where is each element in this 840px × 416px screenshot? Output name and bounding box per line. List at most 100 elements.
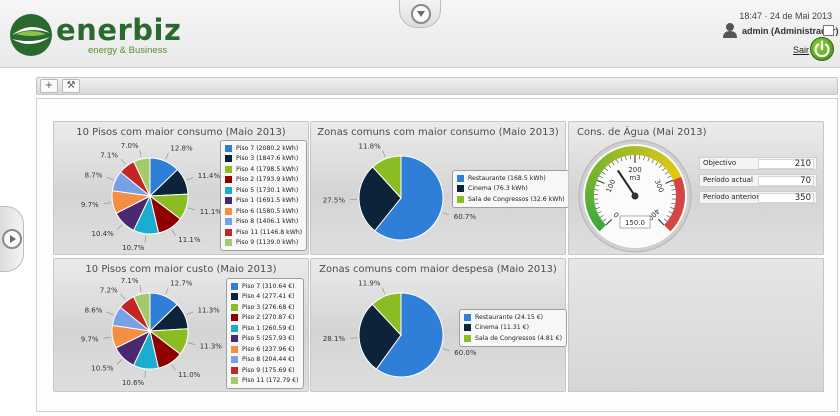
pie-connector	[188, 207, 195, 211]
legend-item[interactable]: Piso 6 (237.96 €)	[231, 344, 299, 355]
gauge-tick	[605, 218, 613, 226]
legend-swatch	[231, 324, 238, 332]
pie-data-label: 10.4%	[92, 230, 115, 238]
gauge-band	[656, 153, 666, 164]
legend-swatch	[225, 228, 232, 236]
legend-item[interactable]: Piso 7 (310.64 €)	[231, 281, 299, 292]
legend-item[interactable]: Piso 3 (1847.6 kWh)	[225, 154, 302, 165]
pie-slice[interactable]	[358, 303, 402, 370]
legend-swatch	[231, 366, 238, 374]
legend-item[interactable]: Cinema (76.3 kWh)	[457, 184, 565, 195]
gauge-band	[646, 148, 654, 159]
pie-slice[interactable]	[358, 166, 402, 232]
gauge-band	[591, 216, 602, 225]
legend-item[interactable]: Piso 2 (1793.9 kWh)	[225, 175, 302, 186]
gauge-tick	[625, 156, 627, 161]
pie-data-label: 7.2%	[100, 287, 118, 295]
tools-button[interactable]: ⚒	[62, 79, 80, 93]
gauge-tick	[647, 157, 650, 162]
gauge-tick	[599, 175, 603, 179]
pie-data-label: 27.5%	[323, 196, 346, 204]
key-icon[interactable]	[823, 25, 834, 36]
legend-swatch	[464, 334, 471, 342]
legend-swatch	[231, 303, 238, 311]
legend-item[interactable]: Piso 3 (276.68 €)	[231, 302, 299, 313]
legend-item[interactable]: Piso 7 (2080.2 kWh)	[225, 143, 302, 154]
pie-connector	[106, 311, 114, 316]
legend-item[interactable]: Piso 1 (260.59 €)	[231, 323, 299, 334]
pie-connector	[171, 229, 176, 236]
pie-slice[interactable]	[374, 155, 444, 241]
legend-item[interactable]: Piso 4 (277.41 €)	[231, 292, 299, 303]
pie-connector	[188, 342, 196, 345]
legend-item[interactable]: Restaurante (24.15 €)	[464, 312, 562, 323]
gauge-band	[671, 172, 682, 181]
gauge-band	[662, 158, 672, 169]
gauge-band	[594, 162, 605, 172]
legend-item[interactable]: Piso 5 (1730.1 kWh)	[225, 185, 302, 196]
legend-item[interactable]: Piso 8 (1406.1 kWh)	[225, 217, 302, 228]
legend-label: Piso 6 (1580.5 kWh)	[236, 207, 299, 215]
pie-slice[interactable]	[371, 292, 402, 337]
water-row-periodo-actual: Período actual 70	[699, 174, 817, 187]
gauge-tick	[604, 167, 609, 172]
legend-item[interactable]: Piso 1 (1691.5 kWh)	[225, 196, 302, 207]
legend-consumo-zonas: Restaurante (168.5 kWh) Cinema (76.3 kWh)…	[452, 170, 570, 208]
gauge-band	[586, 177, 597, 185]
legend-item[interactable]: Piso 5 (257.93 €)	[231, 334, 299, 345]
pie-slice[interactable]	[133, 292, 151, 332]
gauge-band	[632, 146, 637, 156]
gauge-tick	[663, 218, 668, 222]
legend-item[interactable]: Piso 9 (1139.0 kWh)	[225, 238, 302, 249]
legend-item[interactable]: Restaurante (168.5 kWh)	[457, 173, 565, 184]
dashboard-area: 10 Pisos com maior consumo (Maio 2013) 1…	[36, 98, 838, 412]
gauge-tick	[665, 179, 674, 184]
legend-label: Piso 1 (260.59 €)	[242, 324, 295, 332]
legend-label: Piso 4 (1798.5 kWh)	[236, 165, 299, 173]
legend-item[interactable]: Piso 9 (175.69 €)	[231, 365, 299, 376]
legend-item[interactable]: Cinema (11.31 €)	[464, 323, 562, 334]
gauge-tick	[594, 202, 599, 205]
pie-slice[interactable]	[372, 155, 402, 200]
pie-data-label: 10.5%	[91, 365, 114, 373]
add-widget-button[interactable]: +	[40, 79, 58, 93]
pie-connector	[350, 337, 358, 339]
legend-label: Piso 3 (276.68 €)	[242, 303, 295, 311]
pie-data-label: 9.7%	[81, 201, 99, 209]
gauge-tick	[661, 167, 666, 172]
pie-data-label: 11.3%	[198, 307, 221, 315]
gauge-band	[585, 202, 596, 209]
enerbiz-logo-icon	[10, 14, 52, 56]
legend-swatch	[225, 218, 232, 226]
legend-label: Sala de Congressos (4.81 €)	[475, 334, 562, 342]
pie-slice[interactable]	[133, 157, 151, 197]
logout-link[interactable]: Sair	[793, 45, 810, 55]
legend-item[interactable]: Piso 6 (1580.5 kWh)	[225, 206, 302, 217]
pie-connector	[120, 294, 126, 300]
gauge-tick	[671, 202, 676, 205]
legend-swatch	[225, 144, 232, 152]
legend-item[interactable]: Piso 11 (1146.8 kWh)	[225, 227, 302, 238]
pie-data-label: 10.6%	[122, 379, 145, 387]
collapse-header-tab[interactable]	[399, 0, 441, 28]
legend-item[interactable]: Sala de Congressos (32.6 kWh)	[457, 194, 565, 205]
legend-label: Piso 3 (1847.6 kWh)	[236, 155, 299, 163]
legend-item[interactable]: Piso 4 (1798.5 kWh)	[225, 164, 302, 175]
legend-item[interactable]: Piso 11 (172.79 €)	[231, 376, 299, 387]
gauge-band	[596, 222, 607, 232]
legend-swatch	[231, 377, 238, 385]
legend-item[interactable]: Sala de Congressos (4.81 €)	[464, 333, 562, 344]
pie-data-label: 11.3%	[200, 343, 223, 351]
legend-item[interactable]: Piso 2 (270.87 €)	[231, 313, 299, 324]
legend-swatch	[231, 335, 238, 343]
pie-slice[interactable]	[375, 292, 444, 378]
logo-name: enerbiz	[56, 13, 182, 47]
gauge-band	[627, 146, 633, 156]
legend-swatch	[225, 155, 232, 163]
gauge-band	[600, 156, 610, 167]
pie-connector	[165, 287, 169, 295]
pie-data-label: 10.7%	[122, 244, 145, 252]
legend-item[interactable]: Piso 8 (204.44 €)	[231, 355, 299, 366]
expand-sidebar-tab[interactable]	[0, 206, 24, 272]
power-icon[interactable]	[810, 37, 834, 61]
